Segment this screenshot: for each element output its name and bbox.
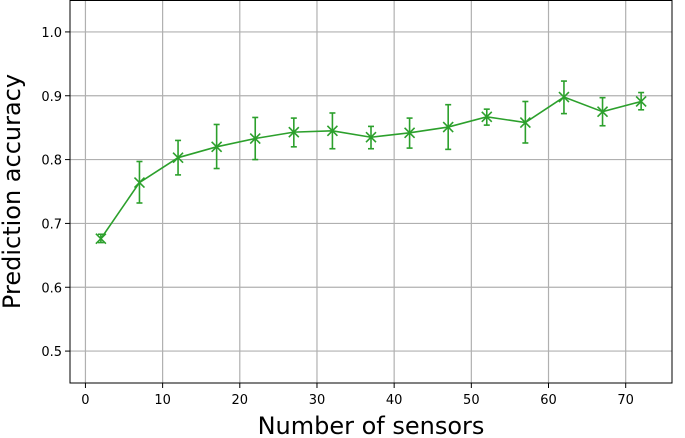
data-point — [558, 80, 570, 115]
marker-x — [249, 132, 261, 145]
marker-x — [326, 125, 338, 137]
y-tick-label: 0.8 — [41, 154, 62, 169]
marker-x — [481, 111, 493, 123]
marker-x — [95, 233, 107, 245]
data-point — [326, 112, 338, 150]
marker-x — [172, 152, 184, 164]
data-point — [95, 233, 107, 245]
data-point — [365, 125, 377, 150]
data-point — [211, 123, 223, 170]
marker-x — [404, 127, 416, 139]
y-tick-label: 1.0 — [41, 26, 62, 41]
marker-x — [558, 91, 570, 103]
x-axis-title: Number of sensors — [258, 412, 485, 438]
x-tick-label: 30 — [309, 393, 326, 408]
x-tick-label: 60 — [540, 393, 557, 408]
series-polyline — [100, 96, 642, 240]
marker-x — [288, 126, 300, 138]
data-point — [249, 116, 261, 161]
y-tick-label: 0.7 — [41, 217, 62, 232]
plot-frame — [69, 0, 673, 384]
marker-x — [519, 116, 531, 129]
data-point — [442, 103, 454, 151]
x-tick-label: 10 — [154, 393, 171, 408]
marker-x — [635, 95, 647, 108]
axis-ticks: 0 10 20 30 40 50 60 70 0.5 0.6 0.7 0.8 0.9 1.0 — [41, 26, 634, 408]
y-tick-label: 0.9 — [41, 90, 62, 105]
data-point — [404, 117, 416, 149]
x-tick-label: 70 — [617, 393, 634, 408]
x-tick-label: 20 — [232, 393, 249, 408]
y-axis-title: Prediction accuracy — [0, 74, 26, 309]
y-tick-label: 0.5 — [41, 345, 62, 360]
data-point — [172, 139, 184, 176]
data-point — [596, 96, 609, 127]
x-tick-label: 50 — [463, 393, 480, 408]
marker-x — [365, 131, 377, 143]
marker-x — [442, 121, 454, 133]
data-point — [288, 117, 300, 148]
series-line — [95, 80, 647, 245]
marker-x — [596, 106, 609, 118]
y-tick-label: 0.6 — [41, 281, 62, 296]
data-point — [635, 91, 647, 111]
data-point — [519, 100, 531, 144]
x-tick-label: 40 — [386, 393, 403, 408]
grid — [70, 0, 672, 383]
data-point — [133, 160, 146, 204]
data-point — [481, 108, 493, 126]
x-tick-label: 0 — [81, 393, 89, 408]
marker-x — [211, 141, 223, 153]
marker-x — [133, 176, 146, 189]
